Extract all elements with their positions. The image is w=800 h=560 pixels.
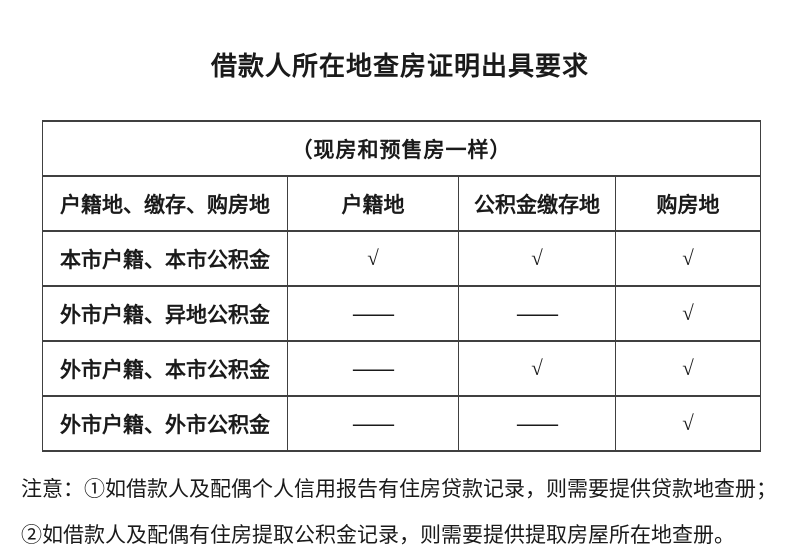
column-header-hukou: 户籍地 <box>287 175 459 232</box>
column-header-purchase-place: 购房地 <box>615 175 761 232</box>
row-label: 外市户籍、外市公积金 <box>42 395 288 452</box>
cell-mark: —— <box>287 395 459 452</box>
cell-mark: √ <box>615 230 761 287</box>
table-row: 外市户籍、外市公积金 —— —— √ <box>42 395 761 452</box>
cell-mark: √ <box>458 340 616 397</box>
table-row: 本市户籍、本市公积金 √ √ √ <box>42 230 761 287</box>
table-span-header: （现房和预售房一样） <box>42 120 761 177</box>
table-row: 外市户籍、本市公积金 —— √ √ <box>42 340 761 397</box>
cell-mark: √ <box>615 395 761 452</box>
page-title: 借款人所在地查房证明出具要求 <box>210 52 589 81</box>
note-line-2: ②如借款人及配偶有住房提取公积金记录，则需要提供提取房屋所在地查册。 <box>21 523 735 547</box>
column-header-fund-deposit: 公积金缴存地 <box>458 175 616 232</box>
table-span-header-row: （现房和预售房一样） <box>42 120 761 177</box>
cell-mark: √ <box>615 285 761 342</box>
row-label: 本市户籍、本市公积金 <box>42 230 288 287</box>
cell-mark: √ <box>458 230 616 287</box>
cell-mark: √ <box>287 230 459 287</box>
column-header-category: 户籍地、缴存、购房地 <box>42 175 288 232</box>
cell-mark: —— <box>287 285 459 342</box>
table-column-header-row: 户籍地、缴存、购房地 户籍地 公积金缴存地 购房地 <box>42 175 761 232</box>
notes-section: 注意：①如借款人及配偶个人信用报告有住房贷款记录，则需要提供贷款地查册； ②如借… <box>21 466 799 558</box>
house-check-requirements-table: （现房和预售房一样） 户籍地、缴存、购房地 户籍地 公积金缴存地 购房地 本市户… <box>42 120 761 452</box>
cell-mark: √ <box>615 340 761 397</box>
note-line-1: 注意：①如借款人及配偶个人信用报告有住房贷款记录，则需要提供贷款地查册； <box>21 477 777 501</box>
cell-mark: —— <box>458 285 616 342</box>
table-row: 外市户籍、异地公积金 —— —— √ <box>42 285 761 342</box>
cell-mark: —— <box>287 340 459 397</box>
row-label: 外市户籍、本市公积金 <box>42 340 288 397</box>
cell-mark: —— <box>458 395 616 452</box>
row-label: 外市户籍、异地公积金 <box>42 285 288 342</box>
